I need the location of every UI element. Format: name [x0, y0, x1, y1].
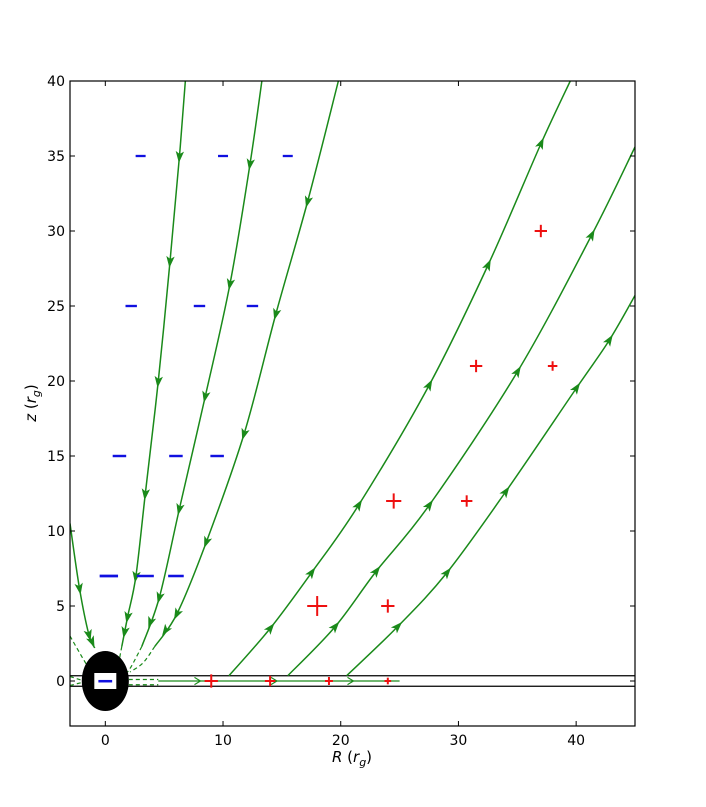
field-line-arrow	[328, 621, 340, 634]
y-tick-label: 35	[47, 149, 65, 165]
y-tick-label: 40	[47, 74, 65, 90]
dashed-field-line	[70, 635, 87, 665]
y-axis-label: z (rg)	[22, 384, 43, 423]
black-hole-charge-symbol: −	[96, 669, 114, 694]
field-line-arrow	[585, 229, 595, 242]
field-line-arrow	[440, 567, 451, 580]
black-hole-charge-box	[94, 673, 117, 689]
field-line-arrow	[352, 499, 363, 512]
field-line-arrow	[226, 278, 236, 291]
field-line-arrow	[304, 195, 314, 208]
y-tick-label: 30	[47, 224, 65, 240]
field-line-arrow	[511, 366, 521, 379]
dashed-field-line	[70, 681, 82, 687]
positive-charge-mark	[264, 675, 276, 687]
field-line-arrow	[154, 375, 163, 388]
field-line-arrow	[603, 334, 613, 347]
positive-charge-mark	[460, 495, 473, 507]
field-line	[121, 81, 187, 647]
field-line-arrow	[246, 158, 255, 171]
dashed-field-line	[127, 646, 143, 673]
field-line-arrow	[422, 499, 433, 512]
positive-charge-mark	[386, 493, 402, 509]
field-line-arrow	[482, 259, 491, 272]
field-line-arrow	[176, 502, 185, 516]
field-line	[154, 81, 340, 647]
dashed-field-line	[70, 675, 82, 681]
x-tick-label: 20	[332, 733, 350, 749]
field-line-arrow	[499, 486, 510, 499]
field-line-arrow	[156, 591, 165, 604]
field-line-arrow	[390, 622, 403, 634]
positive-charge-mark	[381, 599, 395, 613]
field-line	[70, 523, 96, 649]
dashed-field-line	[129, 646, 156, 673]
field-line-arrow	[83, 628, 92, 642]
y-tick-label: 10	[47, 524, 65, 540]
field-line-arrow	[148, 615, 157, 629]
positive-charge-mark	[307, 596, 328, 616]
field-line-arrow	[570, 382, 581, 395]
y-tick-label: 0	[56, 674, 65, 690]
x-axis-label: R (rg)	[332, 748, 372, 769]
field-line-arrow	[273, 307, 282, 321]
field-line-arrow	[74, 582, 83, 595]
y-tick-label: 15	[47, 449, 65, 465]
positive-charge-mark	[384, 677, 392, 685]
field-line-arrow	[166, 255, 175, 268]
midplane-flow-arrow	[194, 676, 202, 686]
axis-ticks: 0 10 20 30 40 0 5 10 15 20 25 30 35 40	[47, 74, 635, 749]
field-line-arrow	[241, 427, 250, 441]
positive-charge-mark	[534, 224, 548, 238]
positive-charge-mark	[547, 361, 558, 371]
midplane-flow-arrow	[347, 676, 355, 686]
y-tick-label: 25	[47, 299, 65, 315]
field-line	[287, 146, 635, 677]
field-line-arrow	[202, 390, 211, 403]
plot-frame	[69, 80, 636, 727]
x-tick-label: 30	[450, 733, 468, 749]
field-line	[346, 295, 635, 677]
field-line-arrow	[305, 567, 316, 580]
field-line-arrow	[369, 566, 381, 578]
field-line-arrow	[121, 626, 130, 639]
field-line-arrow	[86, 635, 95, 648]
field-line	[228, 81, 571, 677]
positive-charge-mark	[204, 674, 218, 688]
field-line-arrow	[124, 611, 133, 624]
x-tick-label: 40	[567, 733, 585, 749]
field-line-arrow	[263, 623, 275, 635]
x-tick-label: 10	[214, 733, 232, 749]
field-line-arrow	[175, 150, 185, 163]
x-tick-label: 0	[101, 733, 110, 749]
field-line-arrow	[162, 623, 173, 636]
field-line-arrow	[535, 137, 544, 151]
y-tick-label: 5	[56, 599, 65, 615]
plot-area: −	[70, 81, 635, 711]
field-line-arrow	[204, 535, 213, 548]
positive-charge-mark	[324, 677, 333, 685]
field-line-arrow	[174, 607, 183, 620]
midplane-flow-arrow	[270, 676, 279, 686]
field-line-arrow	[141, 488, 151, 501]
y-tick-label: 20	[47, 374, 65, 390]
field-line-arrow	[423, 379, 433, 392]
positive-charge-mark	[469, 359, 483, 373]
